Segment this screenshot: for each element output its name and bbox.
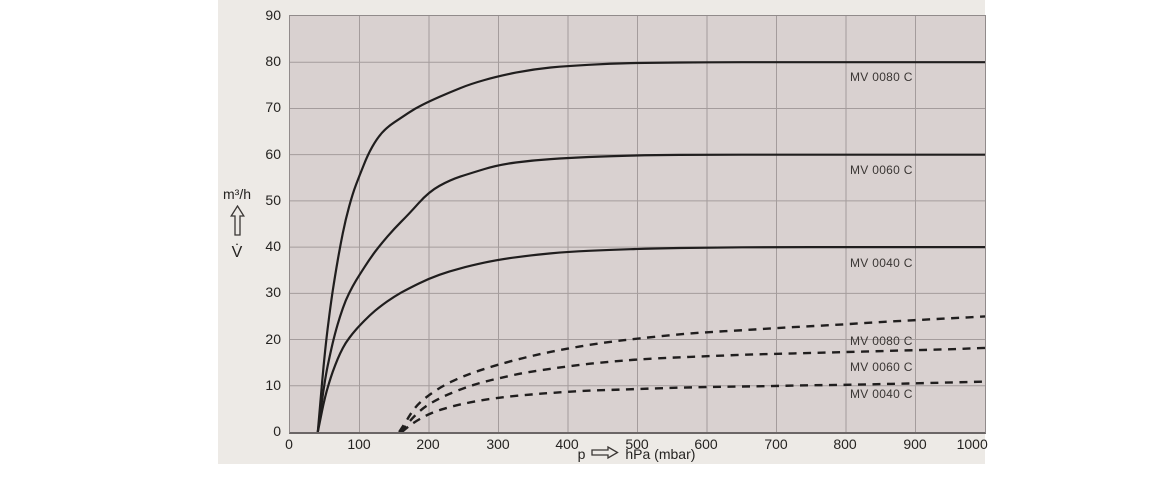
- x-tick-label: 500: [625, 436, 649, 452]
- x-tick-label: 800: [833, 436, 857, 452]
- curve-solid-mv-0040-c: [316, 245, 985, 432]
- right-arrow-icon: [591, 445, 620, 462]
- y-tick-label: 20: [265, 331, 281, 347]
- x-tick-label: 1000: [956, 436, 988, 452]
- x-tick-label: 0: [285, 436, 293, 452]
- curve-solid-mv-0080-c: [316, 61, 985, 432]
- y-tick-label: 60: [265, 146, 281, 162]
- x-tick-label: 300: [486, 436, 510, 452]
- x-axis-symbol: p: [577, 446, 586, 462]
- y-tick-label: 40: [265, 238, 281, 254]
- y-tick-label: 50: [265, 192, 281, 208]
- chart-plot-area: MV 0080 C MV 0060 C MV 0040 C MV 0080 C MV 0…: [289, 15, 986, 434]
- y-tick-label: 30: [265, 284, 281, 300]
- curve-dashed-mv-0080-c: [398, 315, 985, 432]
- y-axis-unit-label: m³/h: [223, 186, 251, 202]
- x-tick-label: 100: [347, 436, 371, 452]
- x-tick-label: 200: [416, 436, 440, 452]
- y-tick-label: 10: [265, 377, 281, 393]
- y-tick-label: 90: [265, 7, 281, 23]
- curve-dashed-mv-0060-c: [399, 346, 985, 432]
- up-arrow-icon: [229, 204, 245, 241]
- y-axis-unit-block: m³/h V̇: [214, 186, 260, 262]
- chart-svg: [290, 16, 985, 432]
- curve-solid-mv-0060-c: [316, 153, 985, 432]
- y-tick-label: 80: [265, 53, 281, 69]
- x-axis-label: p hPa (mbar): [289, 445, 984, 462]
- curve-dashed-mv-0040-c: [401, 380, 985, 432]
- x-tick-label: 900: [903, 436, 927, 452]
- x-tick-label: 400: [555, 436, 579, 452]
- x-axis-unit-label: hPa (mbar): [625, 446, 696, 462]
- x-tick-label: 600: [694, 436, 718, 452]
- y-tick-label: 0: [273, 423, 281, 439]
- flow-rate-symbol: V̇: [231, 244, 243, 261]
- x-tick-label: 700: [764, 436, 788, 452]
- chart-panel: m³/h V̇ MV 0080 C MV 0060 C MV 0040 C MV 00…: [218, 0, 988, 464]
- y-tick-label: 70: [265, 99, 281, 115]
